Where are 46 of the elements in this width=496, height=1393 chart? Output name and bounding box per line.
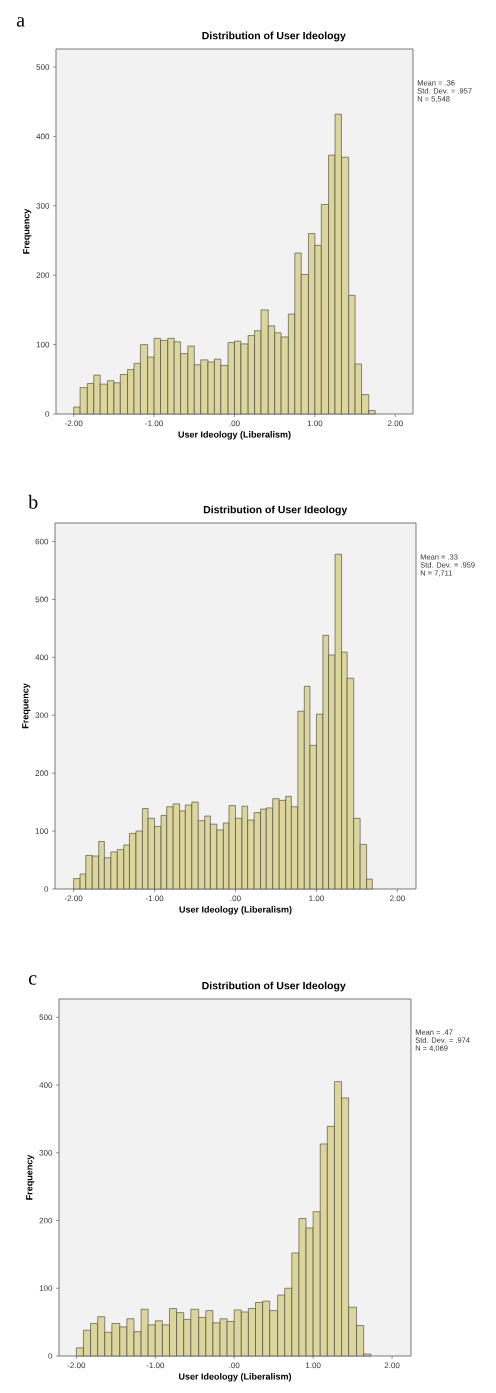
y-tick-label: 200 — [39, 1217, 53, 1224]
x-tick-label: 2.00 — [387, 420, 403, 427]
y-tick-label: 400 — [35, 654, 49, 661]
x-tick-label: .00 — [229, 420, 240, 427]
x-tick-label: -1.00 — [145, 420, 163, 427]
y-tick-label: 400 — [36, 133, 50, 140]
y-tick-label: 200 — [36, 272, 50, 279]
y-tick-label: 600 — [35, 538, 49, 545]
x-tick-label: 2.00 — [390, 895, 405, 902]
x-tick-label: -2.00 — [67, 1362, 86, 1369]
x-tick-label: 1.00 — [305, 1362, 321, 1369]
x-tick-label: -1.00 — [146, 1362, 165, 1369]
y-tick-label: 100 — [36, 341, 50, 348]
y-tick-label: 200 — [35, 770, 49, 776]
y-tick-label: 300 — [36, 202, 50, 209]
y-tick-label: 0 — [45, 411, 50, 417]
y-axis-title: Frequency — [26, 1154, 35, 1200]
chart-title: Distribution of User Ideology — [202, 31, 346, 42]
text: a — [16, 17, 25, 27]
y-axis-title: Frequency — [23, 208, 32, 254]
x-tick-label: 2.00 — [384, 1362, 400, 1369]
x-tick-label: 1.00 — [307, 420, 323, 427]
y-tick-label: 300 — [35, 712, 49, 719]
chart-title: Distribution of User Ideology — [202, 981, 346, 992]
x-tick-label: -2.00 — [64, 420, 83, 427]
x-axis-title: User Ideology (Liberalism) — [179, 906, 292, 915]
x-axis-title: User Ideology (Liberalism) — [178, 431, 291, 440]
y-tick-label: 100 — [35, 828, 49, 834]
y-axis-title: Frequency — [22, 683, 31, 729]
y-tick-label: 500 — [36, 64, 50, 70]
x-tick-label: -1.00 — [145, 895, 164, 902]
x-tick-label: .00 — [230, 895, 241, 902]
y-tick-label: 500 — [39, 1014, 53, 1021]
y-tick-label: 100 — [39, 1285, 53, 1292]
y-tick-label: 0 — [48, 1353, 53, 1359]
text: c — [28, 975, 37, 985]
text: b — [28, 494, 38, 509]
y-tick-label: 0 — [44, 886, 49, 892]
x-tick-label: -2.00 — [64, 895, 83, 902]
chart-title: Distribution of User Ideology — [203, 505, 348, 516]
y-tick-label: 500 — [35, 596, 49, 603]
y-tick-label: 400 — [39, 1082, 53, 1088]
x-tick-label: 1.00 — [309, 895, 324, 902]
y-tick-label: 300 — [39, 1149, 53, 1156]
x-tick-label: .00 — [229, 1362, 240, 1369]
x-axis-title: User Ideology (Liberalism) — [179, 1373, 292, 1382]
